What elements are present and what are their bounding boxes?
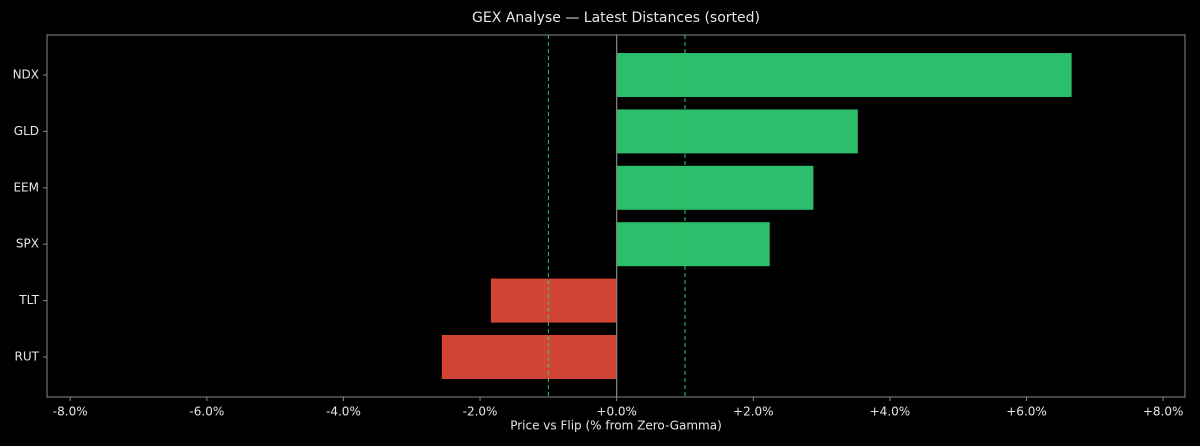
- y-tick-label: TLT: [18, 293, 39, 307]
- y-tick-label: SPX: [16, 237, 39, 251]
- y-tick-label: RUT: [15, 349, 40, 363]
- y-tick-label: EEM: [13, 180, 39, 194]
- bar: [616, 165, 814, 210]
- y-tick-label: NDX: [13, 68, 39, 82]
- x-tick-label: -2.0%: [463, 405, 498, 419]
- x-tick-label: +6.0%: [1006, 405, 1047, 419]
- x-tick-label: -8.0%: [53, 405, 88, 419]
- x-tick-label: +0.0%: [596, 405, 637, 419]
- x-tick-label: +2.0%: [733, 405, 774, 419]
- y-tick-label: GLD: [14, 124, 39, 138]
- x-axis-label: Price vs Flip (% from Zero-Gamma): [510, 419, 722, 433]
- x-tick-label: -6.0%: [189, 405, 224, 419]
- bar: [490, 278, 617, 323]
- x-tick-label: -4.0%: [326, 405, 361, 419]
- bar: [616, 53, 1072, 98]
- bar: [616, 109, 858, 154]
- x-tick-label: +4.0%: [870, 405, 911, 419]
- chart-title: GEX Analyse — Latest Distances (sorted): [472, 10, 760, 26]
- plot-frame: [46, 34, 1186, 398]
- bar: [616, 222, 770, 267]
- bar: [441, 334, 617, 379]
- x-tick-label: +8.0%: [1143, 405, 1184, 419]
